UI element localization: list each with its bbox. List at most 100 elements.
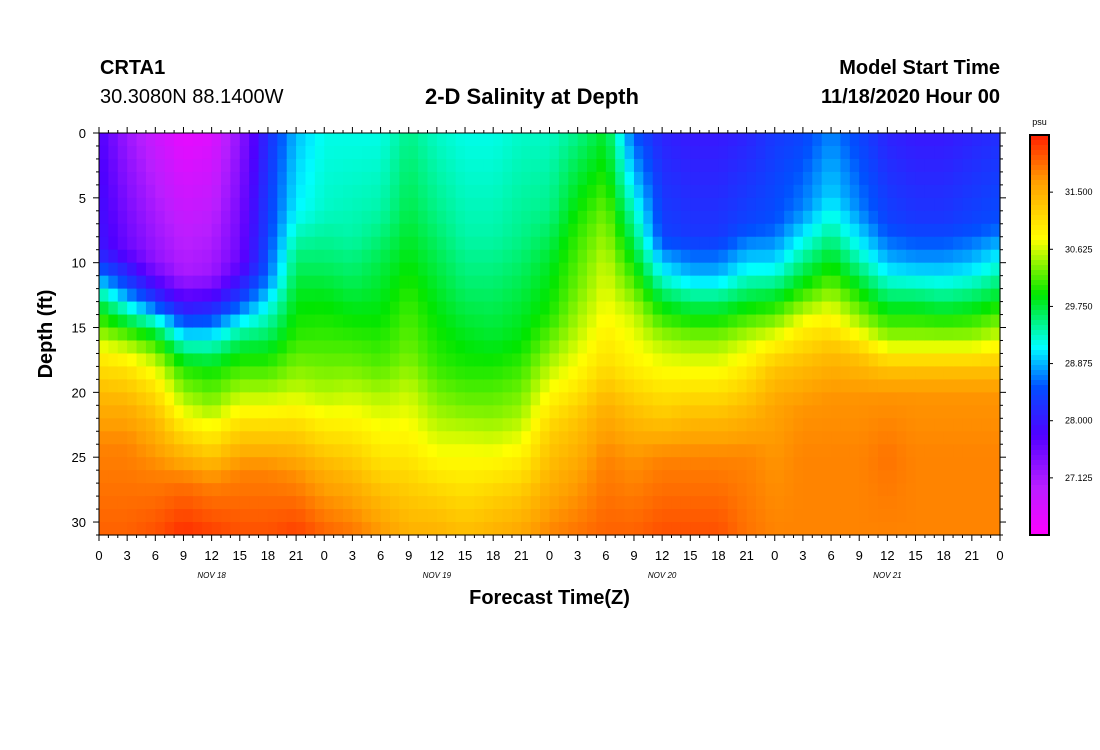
heatmap-cell bbox=[793, 275, 804, 290]
heatmap-cell bbox=[802, 418, 813, 432]
heatmap-cell bbox=[493, 249, 504, 264]
heatmap-cell bbox=[558, 340, 569, 355]
heatmap-cell bbox=[680, 470, 691, 484]
heatmap-cell bbox=[343, 275, 354, 290]
heatmap-cell bbox=[249, 288, 260, 303]
heatmap-cell bbox=[267, 262, 278, 277]
heatmap-cell bbox=[380, 522, 391, 536]
heatmap-cell bbox=[530, 288, 541, 303]
heatmap-cell bbox=[202, 275, 213, 290]
heatmap-cell bbox=[530, 223, 541, 238]
heatmap-cell bbox=[690, 184, 701, 199]
colorbar-swatch bbox=[1030, 435, 1049, 441]
heatmap-cell bbox=[737, 197, 748, 212]
colorbar-swatch bbox=[1030, 460, 1049, 466]
heatmap-cell bbox=[296, 366, 307, 380]
heatmap-cell bbox=[418, 133, 429, 147]
heatmap-cell bbox=[755, 236, 766, 251]
heatmap-cell bbox=[127, 210, 138, 225]
heatmap-cell bbox=[643, 184, 654, 199]
heatmap-cell bbox=[183, 171, 194, 186]
heatmap-cell bbox=[549, 353, 560, 368]
heatmap-cell bbox=[164, 366, 175, 380]
x-tick-label: 18 bbox=[486, 548, 500, 563]
heatmap-cell bbox=[117, 483, 128, 497]
heatmap-cell bbox=[511, 301, 522, 316]
heatmap-cell bbox=[680, 431, 691, 445]
colorbar-swatch bbox=[1030, 215, 1049, 221]
heatmap-cell bbox=[971, 431, 982, 445]
heatmap-cell bbox=[296, 158, 307, 173]
heatmap-cell bbox=[249, 340, 260, 355]
heatmap-cell bbox=[953, 236, 964, 251]
heatmap-cell bbox=[192, 197, 203, 212]
heatmap-cell bbox=[624, 197, 635, 212]
heatmap-cell bbox=[821, 470, 832, 484]
heatmap-cell bbox=[990, 327, 1001, 342]
heatmap-cell bbox=[258, 366, 269, 380]
heatmap-cell bbox=[849, 483, 860, 497]
heatmap-cell bbox=[727, 327, 738, 342]
heatmap-cell bbox=[746, 184, 757, 199]
heatmap-cell bbox=[277, 522, 288, 536]
heatmap-cell bbox=[943, 353, 954, 368]
heatmap-cell bbox=[474, 340, 485, 355]
heatmap-cell bbox=[361, 444, 372, 458]
heatmap-cell bbox=[145, 522, 156, 536]
heatmap-cell bbox=[587, 522, 598, 536]
heatmap-cell bbox=[981, 379, 992, 393]
heatmap-cell bbox=[727, 275, 738, 290]
heatmap-cell bbox=[174, 275, 185, 290]
heatmap-cell bbox=[389, 158, 400, 173]
heatmap-cell bbox=[887, 301, 898, 316]
heatmap-cell bbox=[305, 418, 316, 432]
heatmap-cell bbox=[418, 301, 429, 316]
heatmap-cell bbox=[765, 392, 776, 406]
heatmap-cell bbox=[446, 301, 457, 316]
heatmap-cell bbox=[455, 366, 466, 380]
heatmap-cell bbox=[211, 301, 222, 316]
colorbar-swatch bbox=[1030, 245, 1049, 251]
heatmap-cell bbox=[953, 145, 964, 160]
heatmap-cell bbox=[981, 314, 992, 329]
heatmap-cell bbox=[436, 184, 447, 199]
heatmap-cell bbox=[549, 145, 560, 160]
heatmap-cell bbox=[587, 236, 598, 251]
heatmap-cell bbox=[906, 236, 917, 251]
heatmap-cell bbox=[117, 236, 128, 251]
heatmap-cell bbox=[483, 509, 494, 523]
heatmap-cell bbox=[605, 314, 616, 329]
heatmap-cell bbox=[549, 197, 560, 212]
heatmap-cell bbox=[765, 327, 776, 342]
heatmap-cell bbox=[662, 366, 673, 380]
heatmap-cell bbox=[474, 353, 485, 368]
heatmap-cell bbox=[502, 483, 513, 497]
heatmap-cell bbox=[587, 470, 598, 484]
x-tick-label: 0 bbox=[321, 548, 328, 563]
heatmap-cell bbox=[971, 483, 982, 497]
heatmap-cell bbox=[821, 327, 832, 342]
heatmap-cell bbox=[530, 236, 541, 251]
heatmap-cell bbox=[746, 444, 757, 458]
heatmap-cell bbox=[211, 522, 222, 536]
heatmap-cell bbox=[136, 431, 147, 445]
heatmap-cell bbox=[427, 470, 438, 484]
heatmap-cell bbox=[211, 314, 222, 329]
heatmap-cell bbox=[915, 340, 926, 355]
heatmap-cell bbox=[230, 470, 241, 484]
heatmap-cell bbox=[699, 457, 710, 471]
heatmap-cell bbox=[690, 275, 701, 290]
heatmap-cell bbox=[277, 158, 288, 173]
heatmap-cell bbox=[174, 444, 185, 458]
heatmap-cell bbox=[540, 197, 551, 212]
heatmap-cell bbox=[887, 366, 898, 380]
heatmap-cell bbox=[530, 470, 541, 484]
heatmap-cell bbox=[202, 184, 213, 199]
heatmap-cell bbox=[239, 392, 250, 406]
heatmap-cell bbox=[765, 158, 776, 173]
heatmap-cell bbox=[568, 353, 579, 368]
heatmap-cell bbox=[727, 223, 738, 238]
heatmap-cell bbox=[211, 210, 222, 225]
heatmap-cell bbox=[793, 314, 804, 329]
heatmap-cell bbox=[258, 236, 269, 251]
